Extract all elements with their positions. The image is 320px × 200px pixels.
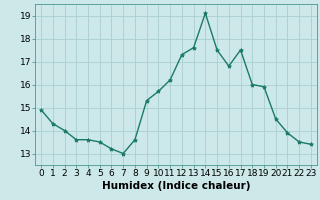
X-axis label: Humidex (Indice chaleur): Humidex (Indice chaleur) [102, 181, 250, 191]
